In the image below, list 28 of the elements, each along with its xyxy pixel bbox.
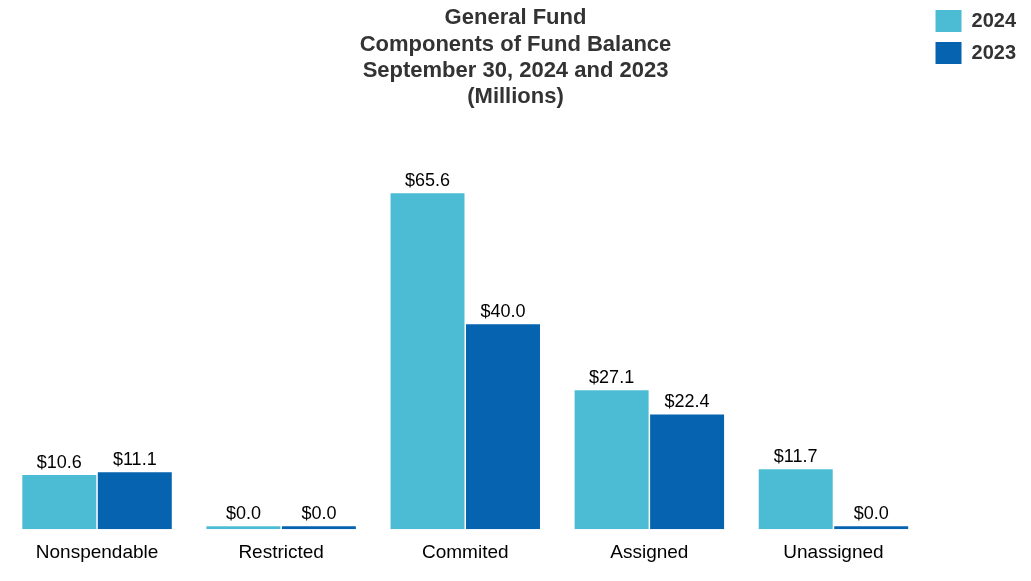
data-label: $0.0 <box>301 503 337 524</box>
data-label: $27.1 <box>589 367 635 388</box>
x-tick-label: Assigned <box>610 540 689 562</box>
x-tick-label: Restricted <box>238 540 324 562</box>
data-label: $22.4 <box>664 391 710 412</box>
bar <box>834 526 909 530</box>
bar <box>758 469 833 530</box>
x-tick-label: Nonspendable <box>35 540 159 562</box>
x-tick-label: Commited <box>421 540 509 562</box>
bar <box>206 526 281 530</box>
bar <box>650 414 725 530</box>
data-label: $11.1 <box>112 449 157 470</box>
bar <box>97 472 172 530</box>
bar <box>281 526 356 530</box>
data-label: $65.6 <box>404 170 451 191</box>
data-label: $40.0 <box>480 301 526 322</box>
x-tick-label: Unassigned <box>783 540 884 562</box>
data-label: $11.7 <box>773 446 818 467</box>
bar <box>574 390 649 530</box>
data-label: $0.0 <box>225 503 261 524</box>
legend-label: 2023 <box>971 40 1017 63</box>
bar <box>466 324 540 530</box>
bar <box>22 474 97 530</box>
data-label: $0.0 <box>853 503 889 524</box>
chart-title: General Fund Components of Fund Balance September 30, 2024 and 2023 (Millions) <box>359 4 672 109</box>
bar <box>390 193 465 530</box>
legend-label: 2024 <box>971 8 1017 31</box>
data-label: $10.6 <box>36 451 82 472</box>
